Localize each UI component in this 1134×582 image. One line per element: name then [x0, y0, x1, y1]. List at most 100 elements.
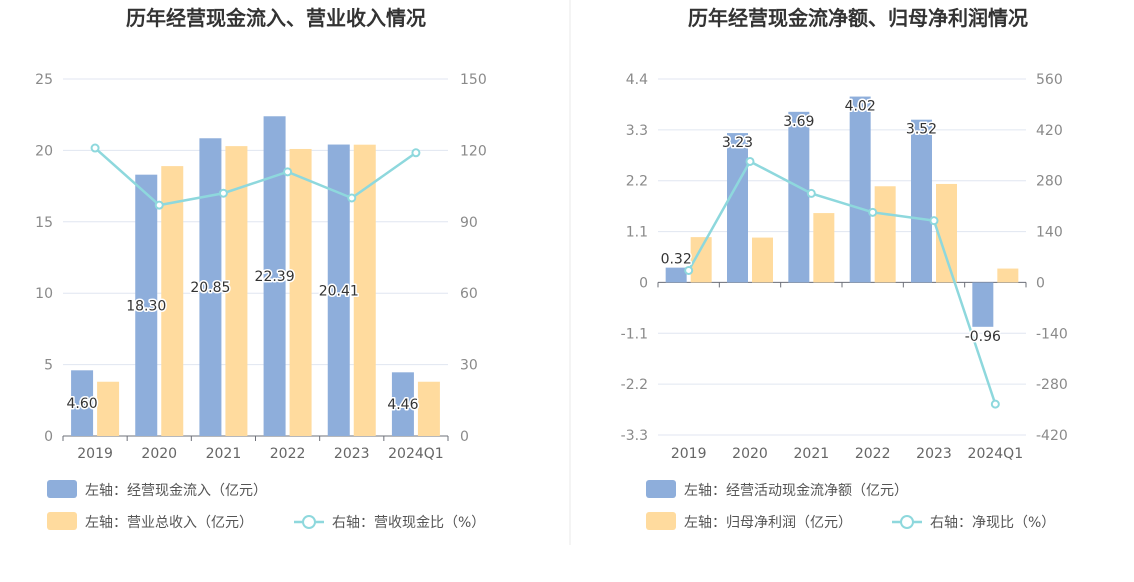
data-label: 4.46: [387, 397, 418, 413]
legend-label-line: 右轴：净现比（%）: [930, 515, 1055, 531]
bar-series1-2022[interactable]: [849, 96, 871, 283]
legend: 左轴：经营活动现金流净额（亿元） 左轴：归母净利润（亿元） 右轴：净现比（%）: [646, 480, 1055, 531]
line-point-2023[interactable]: [929, 216, 939, 226]
bar-series1-2023[interactable]: [327, 144, 350, 436]
line-point-2020[interactable]: [154, 200, 164, 210]
legend-swatch-series2[interactable]: [47, 512, 77, 530]
bar-series2-2024Q1[interactable]: [997, 268, 1019, 283]
bar-series2-2019[interactable]: [690, 237, 712, 283]
bar-series2-2024Q1[interactable]: [417, 381, 440, 436]
bar-series1-2024Q1[interactable]: [391, 372, 414, 436]
bars-group: [71, 116, 440, 437]
data-label: 20.85: [190, 280, 230, 296]
line-point-2024Q1[interactable]: [990, 399, 1000, 409]
legend-swatch-series1[interactable]: [646, 480, 676, 498]
legend-label-series2: 左轴：归母净利润（亿元）: [684, 514, 852, 531]
data-label: 4.02: [845, 99, 876, 115]
data-label: 3.69: [783, 114, 814, 130]
chart-panel-2: 历年经营现金流净额、归母净利润情况 -3.3 -2.2 -1.1 0 1.1 2.2 3.3 4…: [621, 6, 1068, 531]
left-axis-tick: -2.2: [621, 377, 648, 393]
right-axis-tick: 560: [1036, 72, 1063, 88]
x-axis-tick-label: 2023: [916, 446, 952, 462]
right-axis-tick: 150: [460, 72, 487, 88]
line-point-2019[interactable]: [90, 143, 100, 153]
x-axis-tick-label: 2020: [732, 446, 768, 462]
left-axis-tick: -1.1: [621, 326, 648, 342]
data-label: 20.41: [319, 283, 359, 299]
bar-series1-2020[interactable]: [135, 174, 158, 436]
x-axis-tick-label: 2022: [270, 446, 306, 462]
legend-swatch-line-marker: [302, 515, 316, 529]
bar-series1-2022[interactable]: [263, 116, 286, 436]
legend-label-line: 右轴：营收现金比（%）: [332, 515, 485, 531]
left-axis-tick: 10: [35, 286, 53, 302]
bar-series2-2020[interactable]: [752, 237, 773, 283]
right-axis-tick: 280: [1036, 174, 1063, 190]
legend-swatch-series1[interactable]: [47, 480, 77, 498]
legend-label-series1: 左轴：经营活动现金流净额（亿元）: [684, 483, 908, 499]
bar-series2-2023[interactable]: [353, 144, 376, 437]
line-series: [94, 147, 417, 207]
line-point-2021[interactable]: [806, 188, 816, 198]
line-point-2023[interactable]: [347, 193, 357, 203]
right-axis-tick: 140: [1036, 225, 1063, 241]
data-label: 3.23: [722, 135, 753, 151]
left-axis-tick: 1.1: [626, 225, 648, 241]
x-axis-tick-label: 2021: [794, 446, 830, 462]
data-label: 4.60: [66, 396, 97, 412]
chart-title: 历年经营现金流入、营业收入情况: [126, 6, 426, 30]
legend-swatch-series2[interactable]: [646, 512, 676, 530]
left-axis-tick: 25: [35, 72, 53, 88]
right-axis-tick: -140: [1036, 326, 1068, 342]
right-axis-tick: 0: [1036, 275, 1045, 291]
bar-series1-2023[interactable]: [911, 119, 932, 283]
right-axis-tick: 420: [1036, 123, 1063, 139]
bar-series2-2022[interactable]: [874, 186, 896, 283]
x-axis-tick-label: 2023: [334, 446, 370, 462]
bars-group: [665, 96, 1019, 327]
line-series: [687, 159, 997, 405]
legend-label-series1: 左轴：经营现金流入（亿元）: [85, 483, 267, 499]
right-axis-tick: 30: [460, 358, 478, 374]
x-axis-tick-label: 2024Q1: [388, 446, 444, 462]
bar-series1-2024Q1[interactable]: [972, 282, 994, 327]
bar-series1-2020[interactable]: [727, 133, 748, 283]
x-axis-tick-label: 2019: [671, 446, 707, 462]
bar-series2-2021[interactable]: [225, 146, 248, 436]
data-label: 0.32: [661, 252, 692, 268]
left-axis-tick: 20: [35, 143, 53, 159]
chart-title: 历年经营现金流净额、归母净利润情况: [688, 6, 1028, 30]
bar-series1-2019[interactable]: [71, 370, 94, 436]
left-axis-tick: 4.4: [626, 72, 648, 88]
bar-series2-2023[interactable]: [936, 183, 957, 283]
bar-series1-2021[interactable]: [199, 138, 222, 436]
legend-swatch-line-marker: [900, 515, 914, 529]
data-label: 22.39: [255, 269, 295, 285]
data-label: 18.30: [126, 298, 166, 314]
left-axis-tick: -3.3: [621, 428, 648, 444]
legend: 左轴：经营现金流入（亿元） 左轴：营业总收入（亿元） 右轴：营收现金比（%）: [47, 480, 485, 531]
right-axis-tick: 0: [460, 429, 469, 445]
x-axis-tick-label: 2021: [206, 446, 242, 462]
legend-label-series2: 左轴：营业总收入（亿元）: [85, 515, 253, 531]
left-axis-tick: 0: [639, 275, 648, 291]
left-axis-tick: 3.3: [626, 123, 648, 139]
bar-series2-2019[interactable]: [97, 381, 120, 436]
x-axis-tick-label: 2020: [141, 446, 177, 462]
bar-series2-2022[interactable]: [289, 148, 312, 437]
left-axis-tick: 0: [44, 429, 53, 445]
bar-series2-2021[interactable]: [813, 213, 835, 283]
line-point-2019[interactable]: [684, 265, 694, 275]
data-label: -0.96: [965, 329, 1001, 345]
line-point-2021[interactable]: [218, 188, 228, 198]
line-point-2020[interactable]: [745, 156, 755, 166]
bar-series2-2020[interactable]: [161, 166, 184, 436]
line-point-2024Q1[interactable]: [411, 148, 421, 158]
line-point-2022[interactable]: [868, 207, 878, 217]
bar-series1-2019[interactable]: [665, 267, 687, 283]
line-point-2022[interactable]: [283, 167, 293, 177]
right-axis-tick: -420: [1036, 428, 1068, 444]
bar-series1-2021[interactable]: [788, 111, 810, 283]
